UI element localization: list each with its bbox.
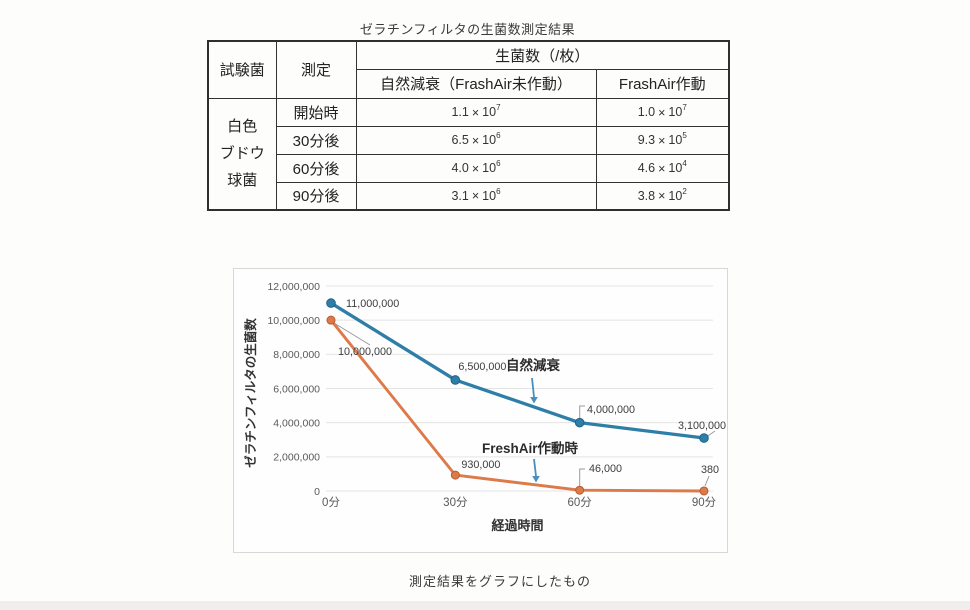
label-leader-line <box>579 405 585 418</box>
scan-edge-artifact <box>0 601 970 610</box>
bacteria-line: ブドウ <box>219 145 265 163</box>
natural-value-cell: 1.1 × 107 <box>355 97 597 127</box>
data-point-marker <box>326 315 336 325</box>
x-axis-title: 経過時間 <box>491 518 543 533</box>
table-row: 30分後 6.5 × 106 9.3 × 105 <box>208 125 730 155</box>
time-cell: 開始時 <box>275 97 357 127</box>
header-natural-decay: 自然減衰（FrashAir未作動） <box>355 68 597 99</box>
down-arrow-icon <box>530 397 538 404</box>
label-leader-line <box>706 430 716 437</box>
freshair-value-cell: 3.8 × 102 <box>595 181 730 211</box>
freshair-value-cell: 4.6 × 104 <box>595 153 730 183</box>
y-tick-label: 12,000,000 <box>267 281 320 293</box>
natural-value-cell: 3.1 × 106 <box>355 181 597 211</box>
freshair-value-cell: 9.3 × 105 <box>595 125 730 155</box>
y-tick-label: 10,000,000 <box>267 315 320 327</box>
data-label: 380 <box>701 464 719 476</box>
data-label: 3,100,000 <box>678 420 726 432</box>
data-point-marker <box>699 486 709 496</box>
y-tick-label: 0 <box>314 486 320 498</box>
time-cell: 30分後 <box>275 125 357 155</box>
chart-svg: 0 2,000,000 4,000,000 6,000,000 8,000,000 10,… <box>243 281 726 533</box>
header-measurement: 測定 <box>275 40 357 99</box>
y-tick-label: 2,000,000 <box>273 452 320 464</box>
x-tick-label: 60分 <box>568 496 593 509</box>
results-table: 試験菌 測定 生菌数（/枚） 自然減衰（FrashAir未作動） FrashAi… <box>207 40 730 211</box>
label-leader-line <box>579 468 585 487</box>
series-line-0 <box>329 301 706 440</box>
header-freshair-on: FrashAir作動 <box>595 68 730 99</box>
data-label: 11,000,000 <box>346 298 399 310</box>
time-cell: 60分後 <box>275 153 357 183</box>
y-tick-label: 8,000,000 <box>273 349 320 361</box>
data-label: 930,000 <box>461 459 500 471</box>
bacteria-line: 白色 <box>227 117 258 135</box>
natural-value-cell: 6.5 × 106 <box>355 125 597 155</box>
data-point-marker <box>450 375 461 385</box>
series-line-1 <box>329 318 706 493</box>
x-tick-label: 90分 <box>692 496 717 509</box>
series-annotation-1: FreshAir作動時 <box>482 440 579 456</box>
time-cell: 90分後 <box>275 181 357 211</box>
down-arrow-icon <box>532 476 540 483</box>
annotation-arrow-stem <box>533 458 537 477</box>
bacteria-line: 球菌 <box>227 172 258 190</box>
figure-caption: 測定結果をグラフにしたもの <box>408 574 591 589</box>
data-label: 46,000 <box>589 463 622 475</box>
y-axis-title: ゼラチンフィルタの生菌数 <box>243 318 258 468</box>
label-leader-line <box>333 322 371 346</box>
header-viable-count: 生菌数（/枚） <box>355 40 730 70</box>
data-point-marker <box>574 417 585 428</box>
y-tick-label: 4,000,000 <box>273 417 320 429</box>
freshair-value-cell: 1.0 × 107 <box>595 97 730 127</box>
data-point-marker <box>326 298 336 308</box>
data-label: 6,500,000 <box>458 361 506 373</box>
table-row: 白色 ブドウ 球菌 開始時 1.1 × 107 1.0 × 107 <box>207 97 730 211</box>
x-tick-label: 0分 <box>322 496 340 509</box>
data-label: 10,000,000 <box>338 346 392 358</box>
bacteria-name-cell: 白色 ブドウ 球菌 <box>207 97 277 211</box>
x-tick-label: 30分 <box>443 496 468 509</box>
table-row: 90分後 3.1 × 106 3.8 × 102 <box>208 181 730 211</box>
line-chart: 0 2,000,000 4,000,000 6,000,000 8,000,000 10,… <box>233 268 728 553</box>
table-title: ゼラチンフィルタの生菌数測定結果 <box>359 22 576 37</box>
data-label: 4,000,000 <box>587 404 635 416</box>
natural-value-cell: 4.0 × 106 <box>355 153 597 183</box>
y-tick-label: 6,000,000 <box>273 383 320 395</box>
data-point-marker <box>450 470 460 480</box>
annotation-arrow-stem <box>531 377 535 398</box>
data-point-marker <box>699 433 709 443</box>
data-point-marker <box>575 485 585 495</box>
series-annotation-0: 自然減衰 <box>506 357 560 373</box>
table-row: 60分後 4.0 × 106 4.6 × 104 <box>208 153 730 183</box>
label-leader-line <box>704 475 710 487</box>
header-test-bacteria: 試験菌 <box>207 40 277 99</box>
